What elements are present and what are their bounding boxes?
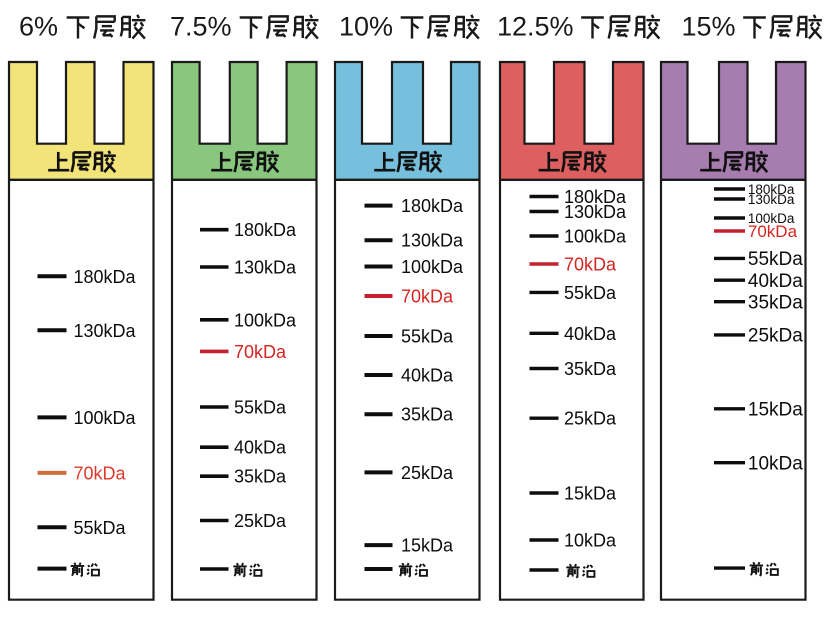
- svg-text:100kDa: 100kDa: [401, 257, 464, 277]
- svg-text:55kDa: 55kDa: [748, 249, 803, 270]
- svg-text:130kDa: 130kDa: [401, 231, 464, 251]
- svg-text:40kDa: 40kDa: [234, 438, 287, 458]
- svg-text:100kDa: 100kDa: [564, 227, 627, 247]
- svg-text:35kDa: 35kDa: [234, 467, 287, 487]
- svg-text:130kDa: 130kDa: [74, 321, 137, 341]
- svg-text:130kDa: 130kDa: [564, 202, 627, 222]
- svg-text:70kDa: 70kDa: [74, 463, 127, 483]
- svg-text:25kDa: 25kDa: [234, 511, 287, 531]
- svg-text:70kDa: 70kDa: [234, 342, 287, 362]
- svg-text:35kDa: 35kDa: [564, 359, 617, 379]
- svg-text:55kDa: 55kDa: [234, 398, 287, 418]
- svg-text:6%: 6%: [19, 12, 58, 42]
- svg-text:10%: 10%: [339, 12, 393, 42]
- svg-text:55kDa: 55kDa: [564, 283, 617, 303]
- svg-text:12.5%: 12.5%: [497, 12, 574, 42]
- svg-text:15kDa: 15kDa: [748, 400, 803, 421]
- svg-text:130kDa: 130kDa: [234, 258, 297, 278]
- svg-text:15%: 15%: [682, 12, 736, 42]
- svg-text:100kDa: 100kDa: [74, 408, 137, 428]
- svg-text:130kDa: 130kDa: [748, 192, 795, 207]
- svg-text:180kDa: 180kDa: [401, 196, 464, 216]
- svg-text:55kDa: 55kDa: [74, 518, 127, 538]
- svg-text:35kDa: 35kDa: [748, 293, 803, 314]
- svg-text:10kDa: 10kDa: [748, 454, 803, 475]
- svg-text:40kDa: 40kDa: [564, 324, 617, 344]
- svg-text:40kDa: 40kDa: [748, 271, 803, 292]
- svg-text:25kDa: 25kDa: [748, 326, 803, 347]
- svg-text:25kDa: 25kDa: [401, 463, 454, 483]
- svg-text:10kDa: 10kDa: [564, 531, 617, 551]
- svg-text:70kDa: 70kDa: [564, 255, 617, 275]
- svg-text:40kDa: 40kDa: [401, 366, 454, 386]
- svg-text:180kDa: 180kDa: [564, 187, 627, 207]
- svg-text:180kDa: 180kDa: [234, 220, 297, 240]
- svg-text:7.5%: 7.5%: [170, 12, 232, 42]
- svg-text:70kDa: 70kDa: [748, 222, 798, 241]
- svg-text:55kDa: 55kDa: [401, 327, 454, 347]
- svg-text:70kDa: 70kDa: [401, 287, 454, 307]
- svg-text:180kDa: 180kDa: [748, 182, 795, 197]
- svg-text:100kDa: 100kDa: [234, 310, 297, 330]
- svg-text:180kDa: 180kDa: [74, 267, 137, 287]
- svg-text:100kDa: 100kDa: [748, 211, 795, 226]
- svg-text:25kDa: 25kDa: [564, 409, 617, 429]
- svg-text:35kDa: 35kDa: [401, 405, 454, 425]
- svg-text:15kDa: 15kDa: [401, 536, 454, 556]
- svg-text:15kDa: 15kDa: [564, 484, 617, 504]
